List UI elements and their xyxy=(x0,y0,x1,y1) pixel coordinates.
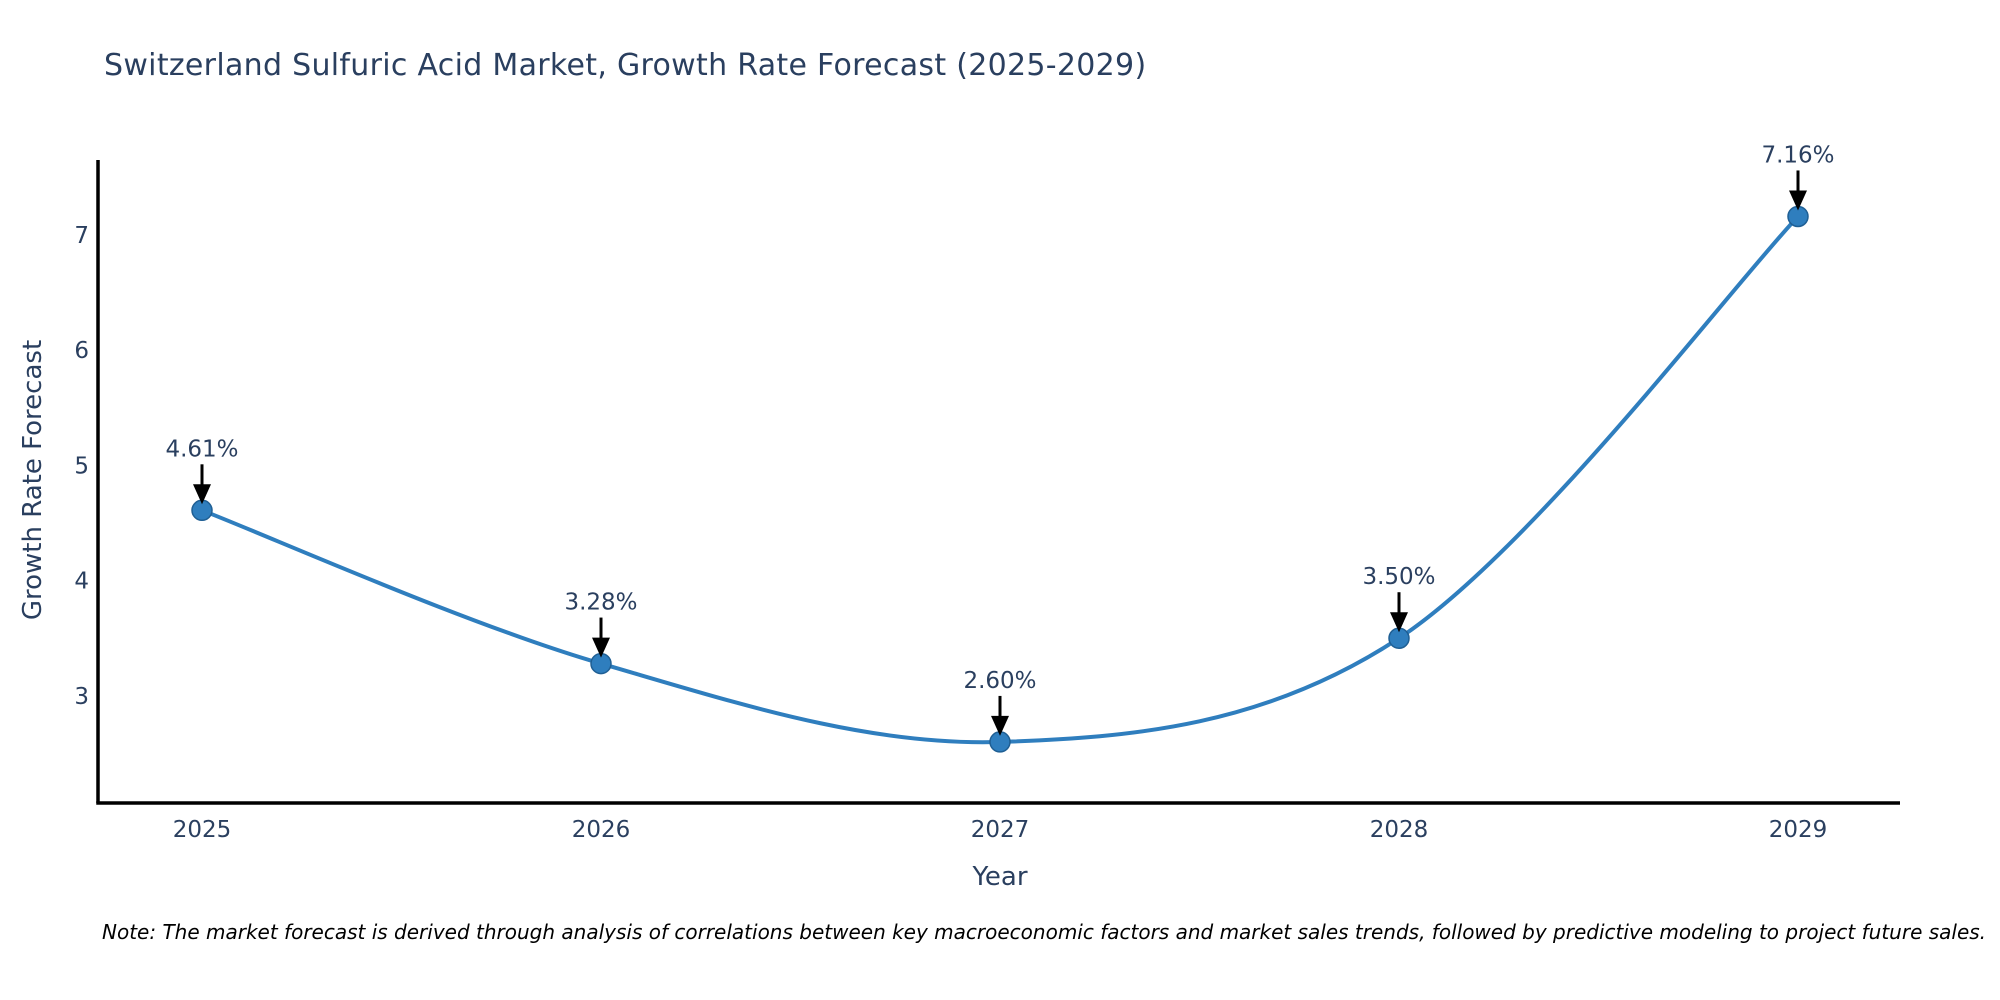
annotation-arrow-head-2028 xyxy=(1390,612,1408,633)
x-tick-label-2027: 2027 xyxy=(971,817,1030,843)
series-line xyxy=(200,214,1800,745)
annotation-label-2028: 3.50% xyxy=(1362,564,1435,590)
y-tick-label-7: 7 xyxy=(74,223,89,249)
annotation-label-2026: 3.28% xyxy=(564,590,637,616)
y-tick-label-6: 6 xyxy=(74,338,89,364)
annotation-arrow-head-2025 xyxy=(193,484,211,505)
y-tick-label-4: 4 xyxy=(74,569,89,595)
annotation-label-2025: 4.61% xyxy=(165,436,238,462)
annotation-arrow-head-2027 xyxy=(991,715,1009,736)
chart-title: Switzerland Sulfuric Acid Market, Growth… xyxy=(104,48,1147,83)
x-axis-title: Year xyxy=(972,862,1028,892)
annotation-arrow-head-2029 xyxy=(1789,190,1807,211)
footnote: Note: The market forecast is derived thr… xyxy=(102,920,1987,944)
x-tick-label-2026: 2026 xyxy=(572,817,631,843)
annotation-label-2027: 2.60% xyxy=(963,668,1036,694)
annotation-arrow-head-2026 xyxy=(592,637,610,658)
x-tick-label-2028: 2028 xyxy=(1370,817,1429,843)
x-tick-label-2025: 2025 xyxy=(173,817,232,843)
x-tick-label-2029: 2029 xyxy=(1769,817,1828,843)
annotation-label-2029: 7.16% xyxy=(1761,142,1834,168)
y-tick-label-3: 3 xyxy=(74,684,89,710)
y-tick-label-5: 5 xyxy=(74,453,89,479)
y-axis-title: Growth Rate Forecast xyxy=(18,339,48,621)
